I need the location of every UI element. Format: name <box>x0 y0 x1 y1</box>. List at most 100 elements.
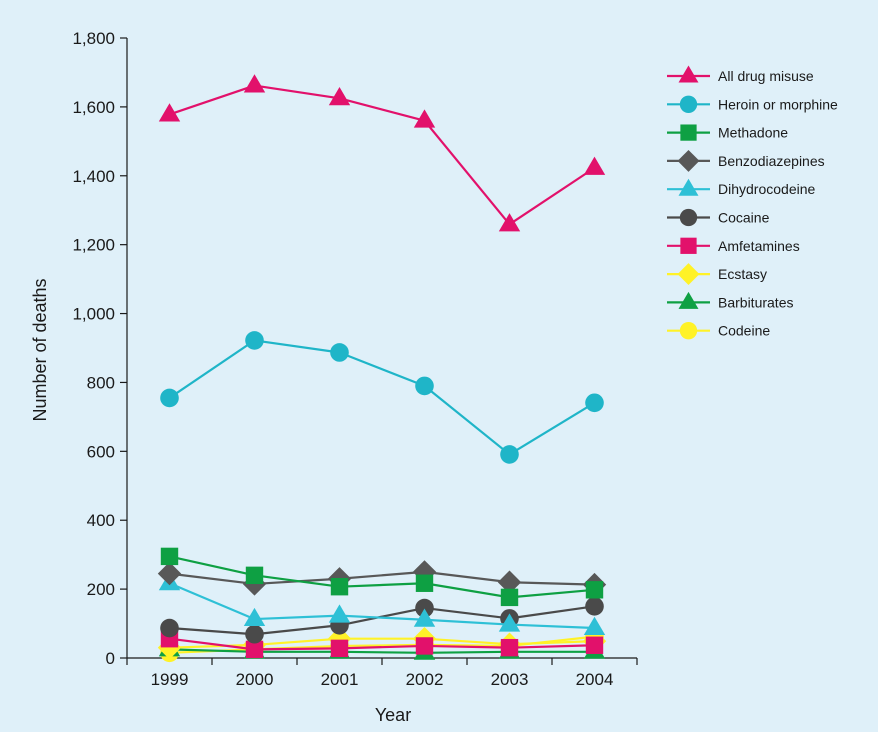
data-point <box>327 627 352 651</box>
y-axis-title: Number of deaths <box>30 278 50 421</box>
legend-marker <box>678 291 699 309</box>
legend-label: Cocaine <box>718 210 770 226</box>
data-point <box>585 581 604 599</box>
legend-item-dihydrocodeine: Dihydrocodeine <box>667 178 815 197</box>
legend-marker <box>677 149 700 172</box>
series-line <box>169 648 595 654</box>
data-point <box>415 376 434 396</box>
data-point <box>585 597 604 616</box>
legend-marker <box>679 208 698 227</box>
data-point <box>330 639 349 658</box>
y-tick-label: 400 <box>87 511 115 530</box>
data-point <box>245 624 264 644</box>
legend-item-benzodiazepines: Benzodiazepines <box>667 149 825 172</box>
y-tick-label: 1,200 <box>72 236 115 255</box>
series-heroin-or-morphine <box>160 331 604 464</box>
data-point <box>500 588 519 607</box>
y-tick-label: 1,600 <box>72 98 115 117</box>
data-point <box>415 598 434 618</box>
legend-item-cocaine: Cocaine <box>667 208 770 227</box>
data-point <box>160 618 179 638</box>
data-point <box>157 561 182 586</box>
legend-marker <box>679 95 698 113</box>
legend-label: Methadone <box>718 125 788 141</box>
x-tick-label: 2003 <box>491 670 529 689</box>
data-point <box>328 87 351 106</box>
legend-label: All drug misuse <box>718 68 814 84</box>
series-methadone <box>160 547 604 607</box>
x-tick-label: 2000 <box>236 670 274 689</box>
series-line <box>169 637 595 651</box>
series-all-drug-misuse <box>158 74 606 232</box>
series-line <box>169 637 595 649</box>
legend-label: Dihydrocodeine <box>718 181 815 197</box>
data-point <box>245 331 264 350</box>
x-axis-title: Year <box>375 705 411 725</box>
data-point <box>243 74 266 93</box>
series-benzodiazepines <box>157 560 607 597</box>
series-amfetamines <box>160 630 604 659</box>
data-point <box>583 616 606 636</box>
legend-item-all-drug-misuse: All drug misuse <box>667 65 814 84</box>
y-tick-label: 600 <box>87 442 115 461</box>
series-line <box>169 570 595 586</box>
data-point <box>583 156 606 175</box>
data-point <box>498 613 521 632</box>
data-point <box>330 578 349 596</box>
legend-item-methadone: Methadone <box>667 124 788 141</box>
legend-item-ecstasy: Ecstasy <box>667 263 767 286</box>
data-point <box>500 445 519 464</box>
legend-item-amfetamines: Amfetamines <box>667 237 800 254</box>
y-tick-label: 1,400 <box>72 167 115 186</box>
series-cocaine <box>160 597 604 644</box>
legend-label: Amfetamines <box>718 238 800 254</box>
data-point <box>413 608 436 627</box>
y-tick-label: 1,000 <box>72 305 115 324</box>
data-point <box>245 640 264 659</box>
legend-marker <box>679 322 698 340</box>
data-point <box>413 109 436 128</box>
series-line <box>169 555 595 599</box>
data-point <box>498 213 521 232</box>
legend-item-heroin-or-morphine: Heroin or morphine <box>667 95 838 113</box>
data-point <box>585 393 604 413</box>
series-line <box>169 84 596 226</box>
legend-label: Codeine <box>718 323 770 339</box>
data-point <box>500 638 519 657</box>
data-point <box>245 566 264 585</box>
y-tick-label: 0 <box>106 649 115 668</box>
series-line <box>169 582 595 630</box>
data-point <box>157 635 182 660</box>
legend-marker <box>680 237 697 254</box>
data-point <box>160 547 179 566</box>
legend-label: Heroin or morphine <box>718 96 838 112</box>
legend-label: Ecstasy <box>718 266 767 282</box>
legend-marker <box>680 124 697 141</box>
y-tick-label: 800 <box>87 373 115 392</box>
y-tick-label: 200 <box>87 580 115 599</box>
legend-item-barbiturates: Barbiturates <box>667 291 793 310</box>
data-point <box>585 636 604 654</box>
data-point <box>330 343 349 362</box>
series-dihydrocodeine <box>158 572 606 636</box>
data-point <box>328 604 351 623</box>
legend-marker <box>677 263 700 286</box>
y-tick-label: 1,800 <box>72 29 115 48</box>
x-tick-label: 1999 <box>151 670 189 689</box>
series-line <box>168 339 596 456</box>
axes: 0 200 400 600 800 1,000 1,200 1,400 1,600 1,800 19… <box>72 29 638 689</box>
data-point <box>415 574 434 592</box>
legend-marker <box>678 65 699 83</box>
x-tick-label: 2001 <box>321 670 359 689</box>
legend-item-codeine: Codeine <box>667 322 770 340</box>
data-point <box>243 607 266 627</box>
legend: All drug misuse Heroin or morphine Methado… <box>667 65 838 340</box>
x-tick-label: 2002 <box>406 670 444 689</box>
legend-label: Benzodiazepines <box>718 153 825 169</box>
data-point <box>497 570 522 594</box>
data-point <box>158 103 181 122</box>
data-point <box>415 637 434 655</box>
x-tick-label: 2004 <box>576 670 614 689</box>
